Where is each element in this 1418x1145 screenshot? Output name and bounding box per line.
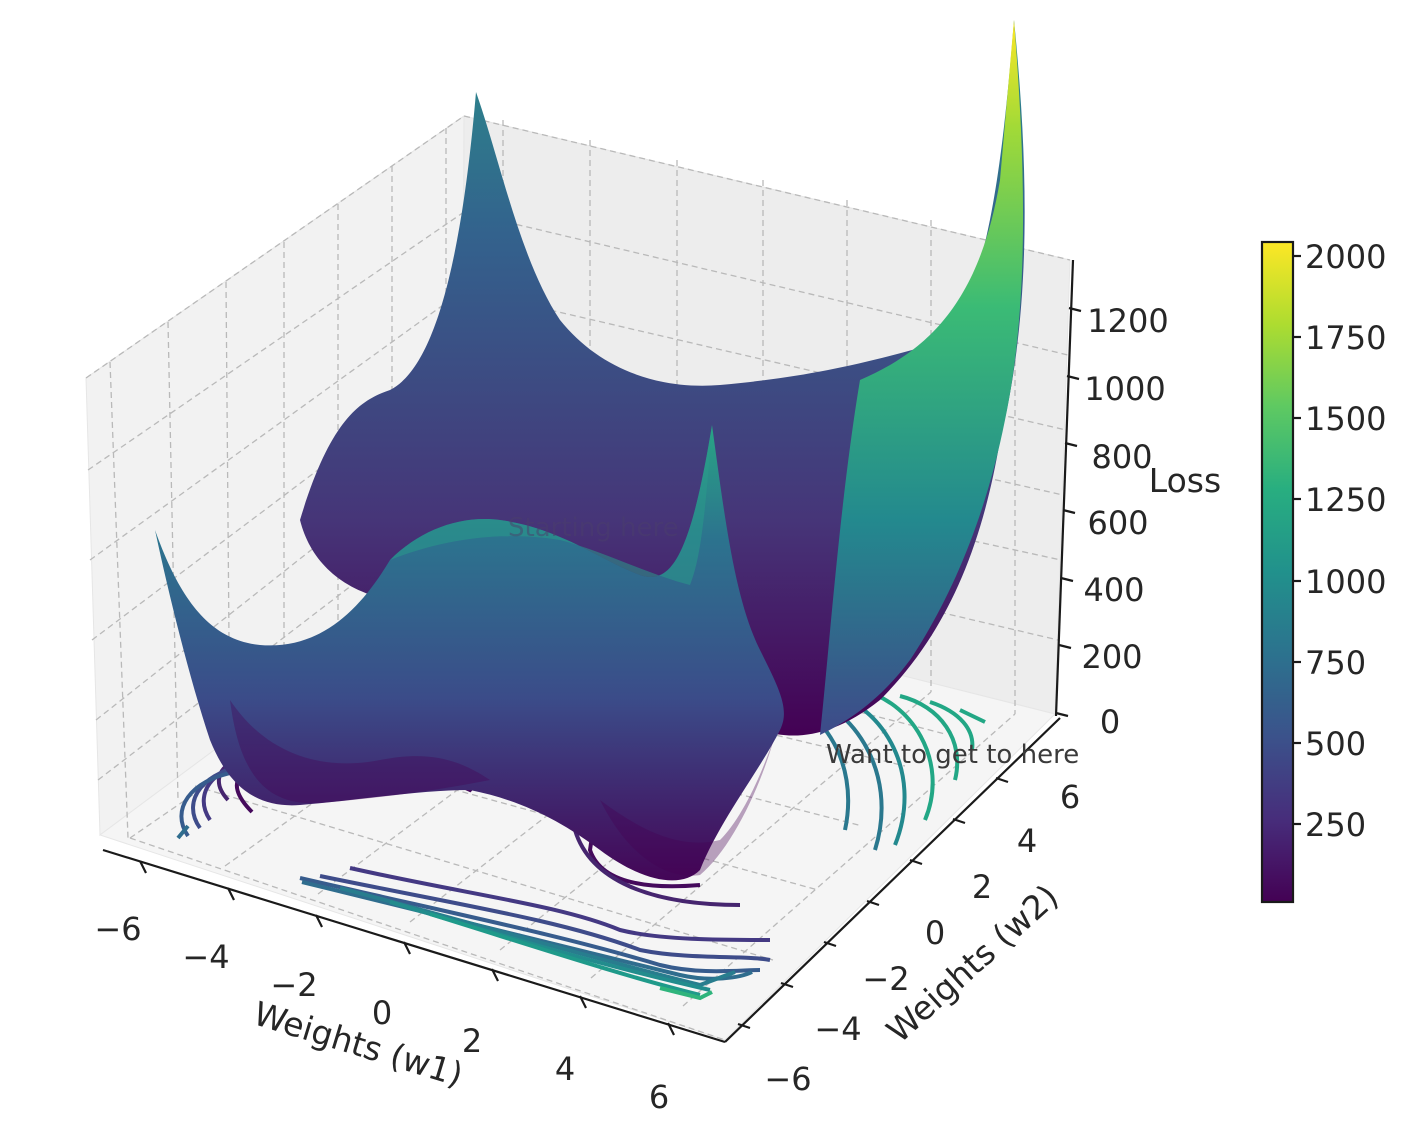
surface-left-ridge [390, 425, 712, 585]
colorbar-tick-label: 1750 [1305, 319, 1386, 357]
colorbar-tick-label: 500 [1305, 725, 1366, 763]
colorbar-gradient [1260, 240, 1295, 904]
x-tick-label: −6 [94, 910, 141, 948]
annotations: Starting here Want to get to here [508, 513, 1079, 770]
colorbar-tick-label: 1250 [1305, 481, 1386, 519]
y-tick-label: −2 [862, 960, 909, 998]
contour-level-14 [859, 688, 986, 821]
z-axis-label: Loss [1149, 461, 1221, 500]
surface-front-region [155, 425, 784, 881]
contour-level-9 [429, 912, 701, 997]
axis-lines [102, 259, 1075, 1044]
surface-right-valley [600, 735, 775, 876]
colorbar: 250 500 750 1000 1250 1500 1750 2000 [1260, 238, 1386, 904]
annotation-start: Starting here [508, 513, 679, 543]
z-axis-line [1054, 259, 1075, 717]
z-axis: 0 200 400 600 800 1000 1200 Loss [1055, 302, 1221, 741]
z-tick-label: 1200 [1087, 302, 1168, 340]
y-tick-label: −6 [764, 1060, 811, 1098]
y-tick-label: 6 [1060, 778, 1080, 816]
x-tick-label: 2 [462, 1022, 482, 1060]
surface-right-peak [820, 20, 1024, 735]
colorbar-tick-label: 250 [1305, 806, 1366, 844]
x-axis-line [102, 848, 726, 1044]
colorbar-tick-label: 1500 [1305, 400, 1386, 438]
contour-level-10 [659, 986, 713, 1001]
x-tick-label: 0 [372, 994, 392, 1032]
x-axis-label: Weights (w1) [249, 994, 467, 1095]
z-tick-label: 0 [1100, 703, 1120, 741]
z-tick-label: 200 [1081, 638, 1142, 676]
surface-left-valley [230, 700, 490, 804]
annotation-goal: Want to get to here [826, 740, 1079, 770]
z-tick-label: 800 [1091, 438, 1152, 476]
y-tick-label: 2 [972, 868, 992, 906]
y-axis-line [724, 717, 1061, 1043]
x-tick-label: −2 [270, 966, 317, 1004]
y-tick-label: 4 [1017, 822, 1037, 860]
contour-level-5 [179, 770, 761, 974]
x-tick-label: 6 [649, 1078, 669, 1116]
x-tick-label: −4 [182, 938, 229, 976]
z-tick-label: 400 [1083, 571, 1144, 609]
y-tick-label: −4 [814, 1010, 861, 1048]
colorbar-tick-label: 2000 [1305, 238, 1386, 276]
colorbar-tick-label: 750 [1305, 644, 1366, 682]
colorbar-tick-label: 1000 [1305, 563, 1386, 601]
z-tick-label: 600 [1087, 504, 1148, 542]
y-tick-label: 0 [925, 914, 945, 952]
loss-surface [155, 20, 1025, 881]
x-tick-label: 4 [555, 1050, 575, 1088]
z-tick-label: 1000 [1084, 370, 1165, 408]
